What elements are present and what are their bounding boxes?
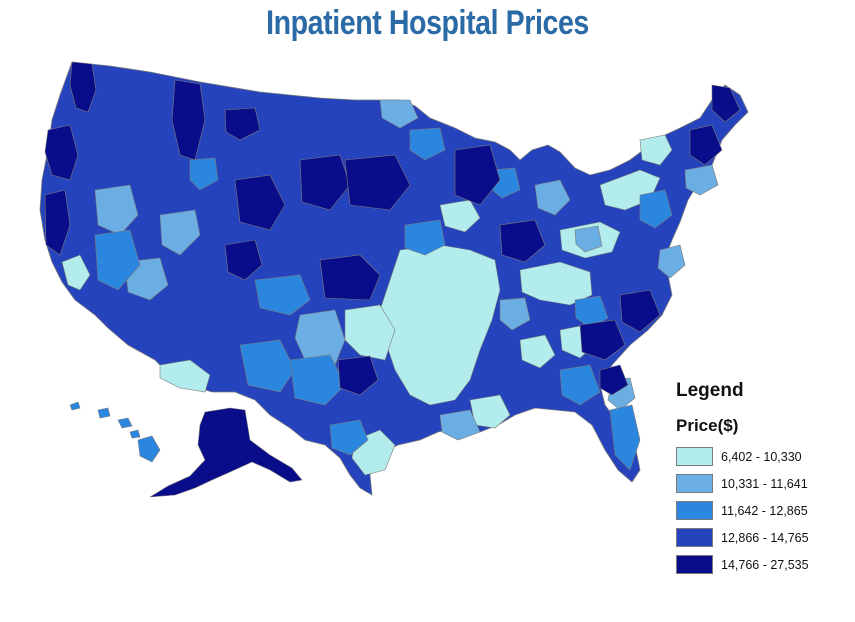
alaska-shape xyxy=(149,407,303,498)
legend-label: 10,331 - 11,641 xyxy=(721,476,808,491)
legend-item: 12,866 - 14,765 xyxy=(676,524,846,551)
legend-items: 6,402 - 10,330 10,331 - 11,641 11,642 - 12… xyxy=(676,443,846,578)
price-class-2-regions xyxy=(94,99,719,441)
legend-heading: Legend xyxy=(676,380,744,401)
legend-item: 10,331 - 11,641 xyxy=(676,470,846,497)
map-title: Inpatient Hospital Prices xyxy=(266,4,589,42)
legend-item: 11,642 - 12,865 xyxy=(676,497,846,524)
map-legend: Legend Price($) 6,402 - 10,330 10,331 - 1… xyxy=(676,380,846,578)
legend-swatch xyxy=(676,555,713,574)
legend-label: 11,642 - 12,865 xyxy=(721,503,808,518)
legend-item: 14,766 - 27,535 xyxy=(676,551,846,578)
legend-subheading: Price($) xyxy=(676,416,739,435)
legend-swatch xyxy=(676,501,713,520)
price-class-3-regions xyxy=(94,127,673,471)
legend-swatch xyxy=(676,474,713,493)
legend-label: 14,766 - 27,535 xyxy=(721,557,809,572)
price-class-5-regions xyxy=(44,61,741,396)
legend-label: 6,402 - 10,330 xyxy=(721,449,802,464)
legend-label: 12,866 - 14,765 xyxy=(721,530,809,545)
hawaii-shape xyxy=(69,401,161,463)
legend-swatch xyxy=(676,447,713,466)
legend-swatch xyxy=(676,528,713,547)
legend-item: 6,402 - 10,330 xyxy=(676,443,846,470)
